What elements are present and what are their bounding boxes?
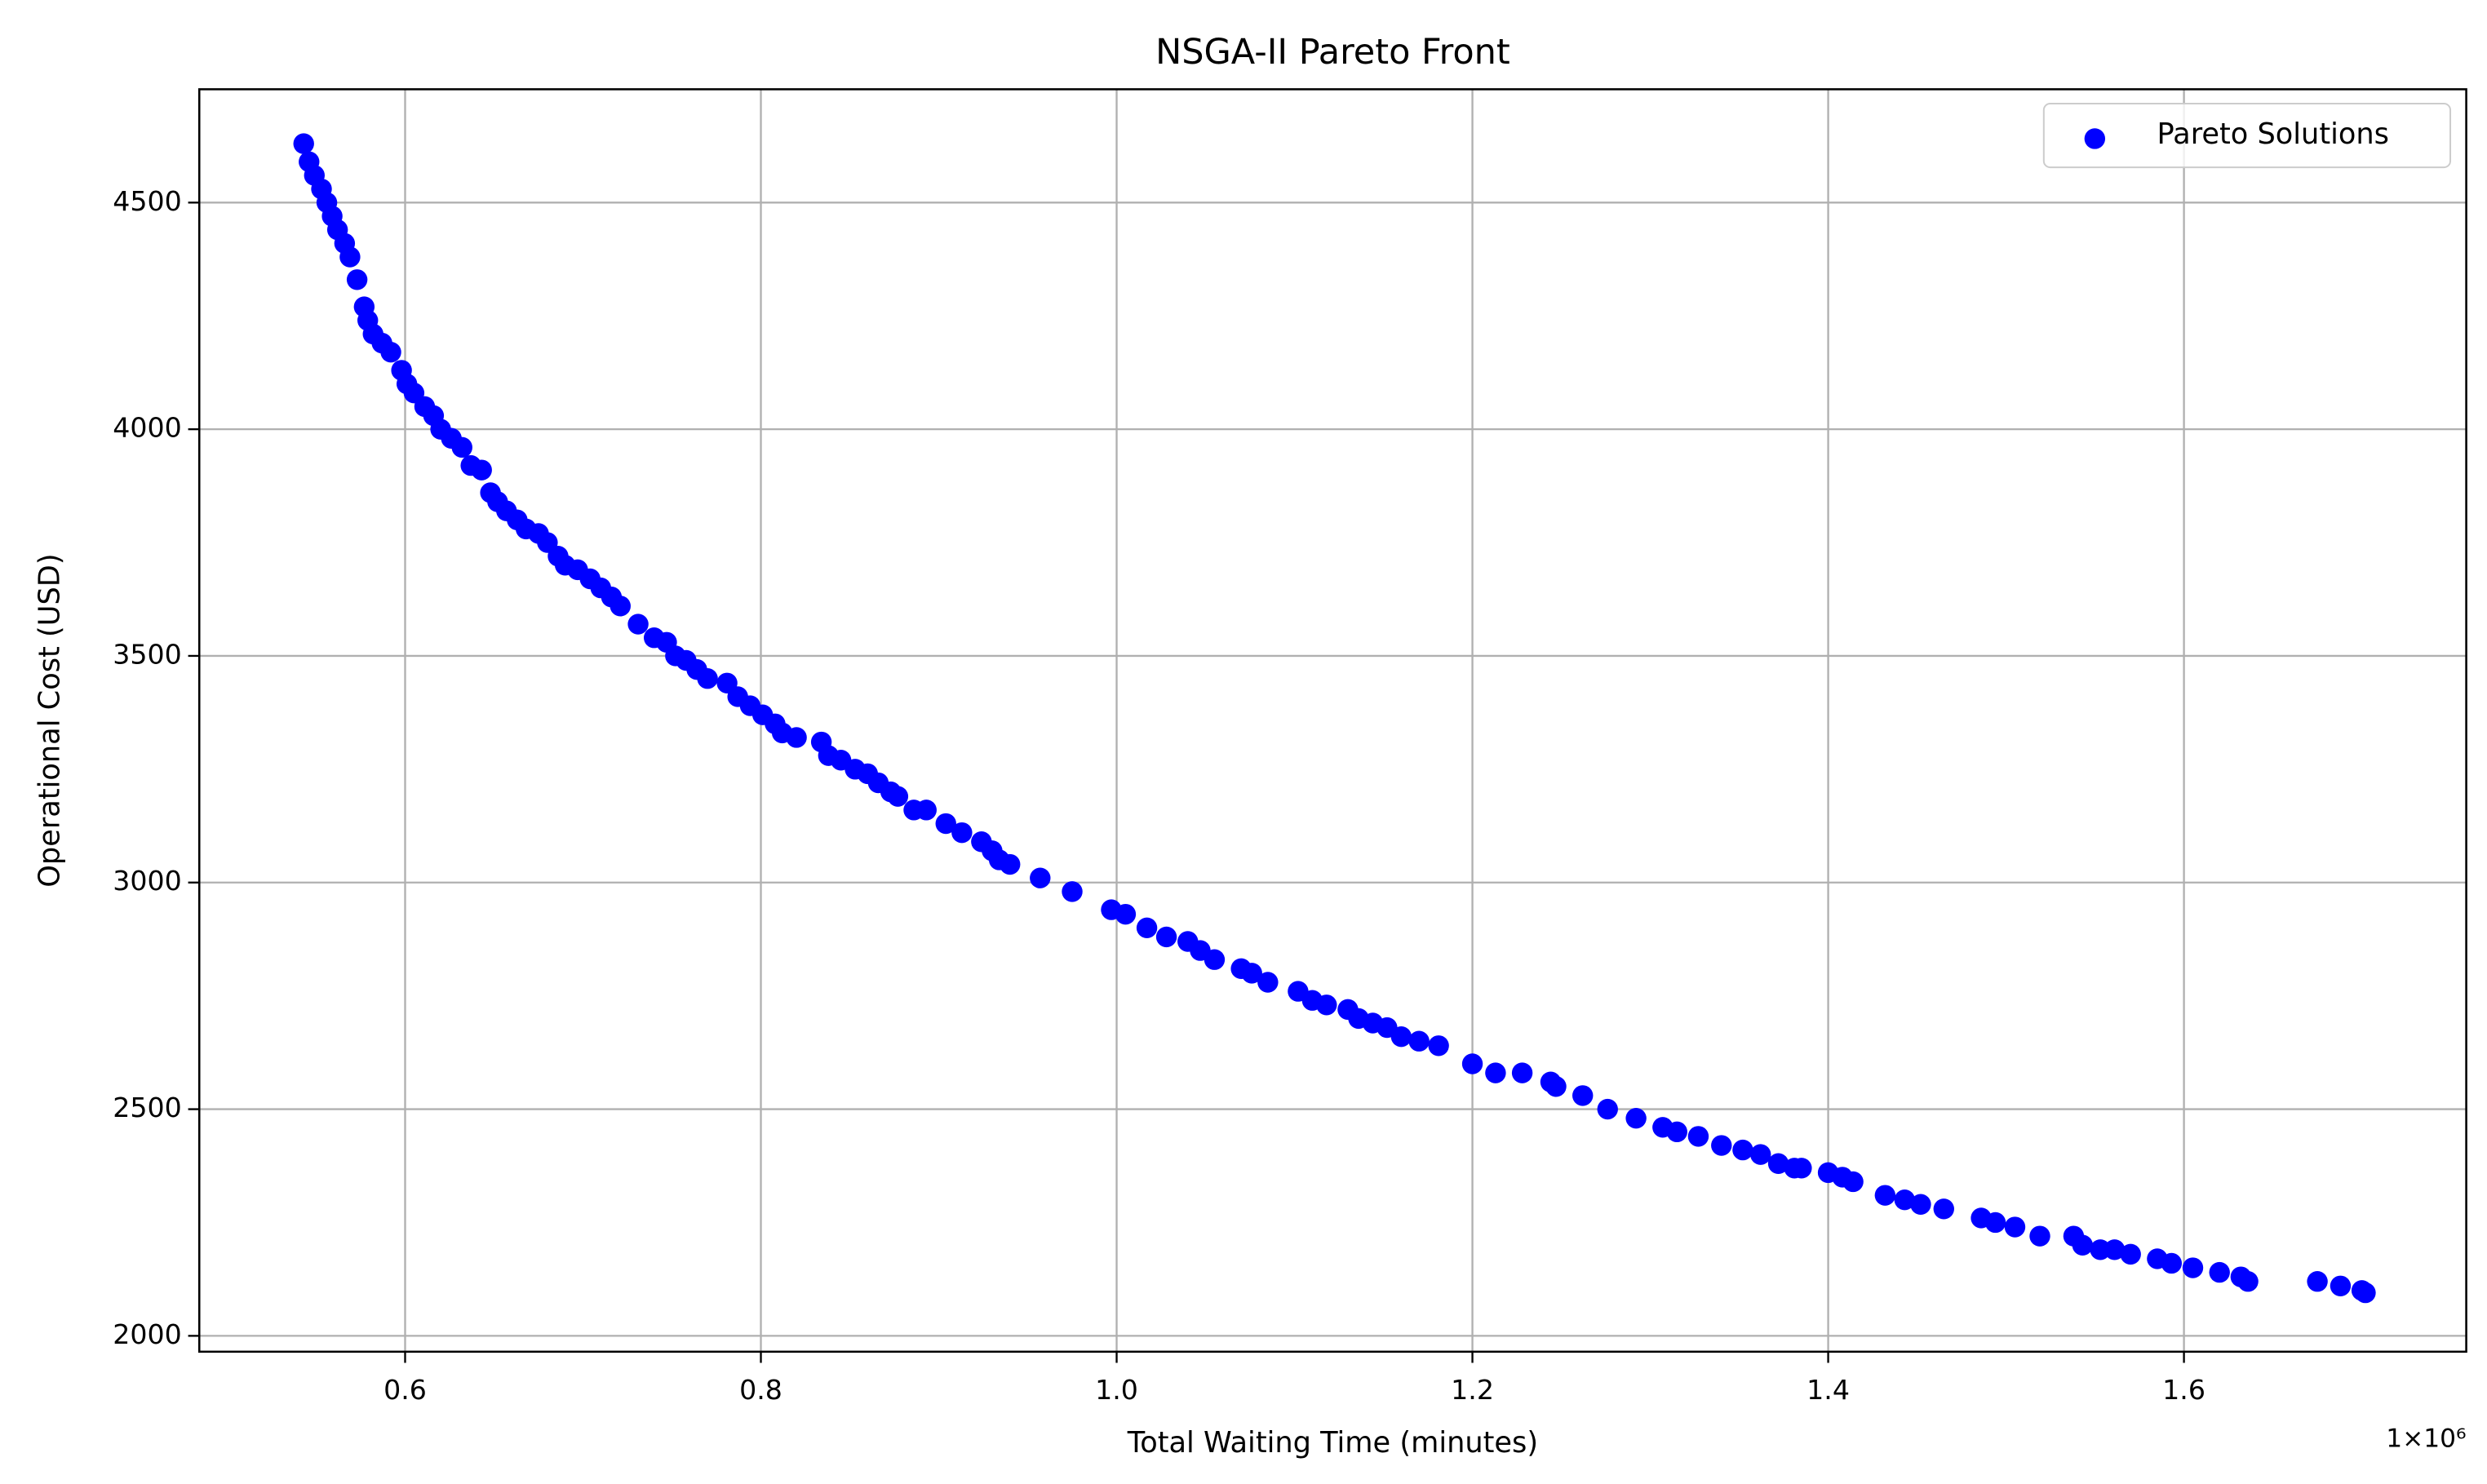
scatter-point: [1155, 926, 1177, 948]
scatter-point: [1572, 1085, 1594, 1106]
y-tick-label: 2500: [113, 1092, 181, 1123]
legend-marker: [2084, 128, 2106, 149]
plot-frame: [197, 88, 2467, 1353]
scatter-point: [935, 813, 956, 835]
legend-box: [2042, 103, 2452, 169]
scatter-point: [1933, 1198, 1954, 1220]
scatter-point: [2237, 1271, 2259, 1292]
scatter-point: [1910, 1194, 1931, 1215]
y-tick-label: 3000: [113, 865, 181, 897]
scatter-point: [471, 459, 492, 481]
scatter-point: [2120, 1243, 2141, 1265]
scatter-point: [1511, 1062, 1533, 1083]
scatter-point: [1545, 1076, 1567, 1097]
scatter-point: [2355, 1282, 2376, 1304]
y-tick-label: 3500: [113, 638, 181, 670]
scatter-point: [1062, 881, 1083, 902]
scatter-point: [1204, 949, 1226, 970]
scatter-point: [2029, 1225, 2050, 1247]
scatter-point: [1711, 1135, 1732, 1156]
scatter-point: [697, 668, 718, 689]
scatter-point: [1241, 963, 1262, 984]
scatter-point: [1842, 1171, 1864, 1193]
scatter-point: [293, 133, 314, 154]
chart-title: NSGA-II Pareto Front: [1155, 32, 1510, 73]
scatter-point: [1136, 917, 1158, 939]
scatter-point: [1894, 1189, 1916, 1211]
y-axis-label: Operational Cost (USD): [33, 553, 67, 887]
scatter-point: [2330, 1275, 2352, 1296]
scatter-point: [346, 269, 368, 290]
scatter-point: [1316, 995, 1337, 1016]
x-tick-label: 0.8: [739, 1374, 782, 1406]
scatter-point: [786, 727, 807, 748]
scatter-point: [627, 614, 649, 635]
scatter-point: [1666, 1121, 1687, 1143]
scatter-point: [1408, 1030, 1430, 1052]
scatter-point: [2182, 1257, 2204, 1278]
scatter-point: [1791, 1158, 1812, 1179]
x-tick-label: 1.0: [1095, 1374, 1138, 1406]
scatter-point: [610, 596, 631, 617]
x-tick-label: 1.2: [1451, 1374, 1494, 1406]
scatter-point: [1750, 1144, 1771, 1165]
scatter-point: [1257, 972, 1279, 993]
scatter-point: [1625, 1107, 1647, 1129]
x-tick-label: 0.6: [383, 1374, 427, 1406]
scatter-point: [951, 822, 973, 844]
y-tick-label: 4500: [113, 185, 181, 217]
scatter-point: [915, 800, 937, 821]
scatter-point: [2104, 1239, 2126, 1260]
scatter-point: [1461, 1053, 1483, 1074]
scatter-point: [1390, 1026, 1412, 1048]
y-tick-label: 2000: [113, 1318, 181, 1350]
y-tick-label: 4000: [113, 412, 181, 444]
scatter-point: [1874, 1185, 1896, 1206]
scatter-point: [2072, 1234, 2094, 1256]
scatter-point: [1030, 867, 1051, 888]
x-axis-label: Total Waiting Time (minutes): [1127, 1426, 1538, 1460]
scatter-point: [1597, 1098, 1618, 1120]
scatter-point: [887, 786, 909, 807]
legend-label: Pareto Solutions: [2157, 117, 2389, 151]
scatter-point: [339, 246, 361, 268]
scatter-point: [1000, 853, 1021, 875]
scatter-point: [2307, 1271, 2328, 1292]
scatter-point: [380, 341, 401, 363]
scatter-point: [451, 436, 472, 458]
x-tick-label: 1.6: [2162, 1374, 2205, 1406]
scatter-point: [1485, 1062, 1506, 1083]
scatter-point: [2209, 1261, 2230, 1283]
scatter-point: [2161, 1252, 2183, 1274]
scatter-point: [2090, 1239, 2111, 1260]
scatter-point: [1428, 1035, 1449, 1057]
scatter-point: [1732, 1139, 1753, 1161]
x-tick-label: 1.4: [1807, 1374, 1850, 1406]
scatter-point: [2004, 1216, 2026, 1238]
scatter-point: [1767, 1153, 1789, 1174]
scatter-point: [1115, 903, 1137, 925]
scatter-point: [1687, 1126, 1709, 1147]
x-offset-label: 1×10⁶: [2386, 1424, 2466, 1453]
scatter-point: [1984, 1212, 2006, 1234]
